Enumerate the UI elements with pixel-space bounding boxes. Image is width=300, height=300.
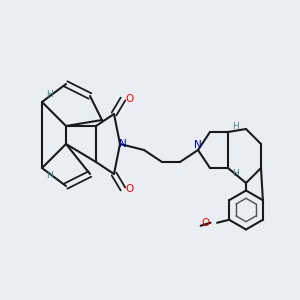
Text: N: N: [194, 140, 202, 151]
Text: O: O: [126, 94, 134, 104]
Text: H: H: [232, 169, 239, 178]
Text: O: O: [202, 218, 210, 228]
Text: N: N: [118, 139, 126, 149]
Text: O: O: [126, 184, 134, 194]
Text: H: H: [232, 122, 239, 131]
Text: H: H: [46, 171, 53, 180]
Text: H: H: [46, 90, 53, 99]
